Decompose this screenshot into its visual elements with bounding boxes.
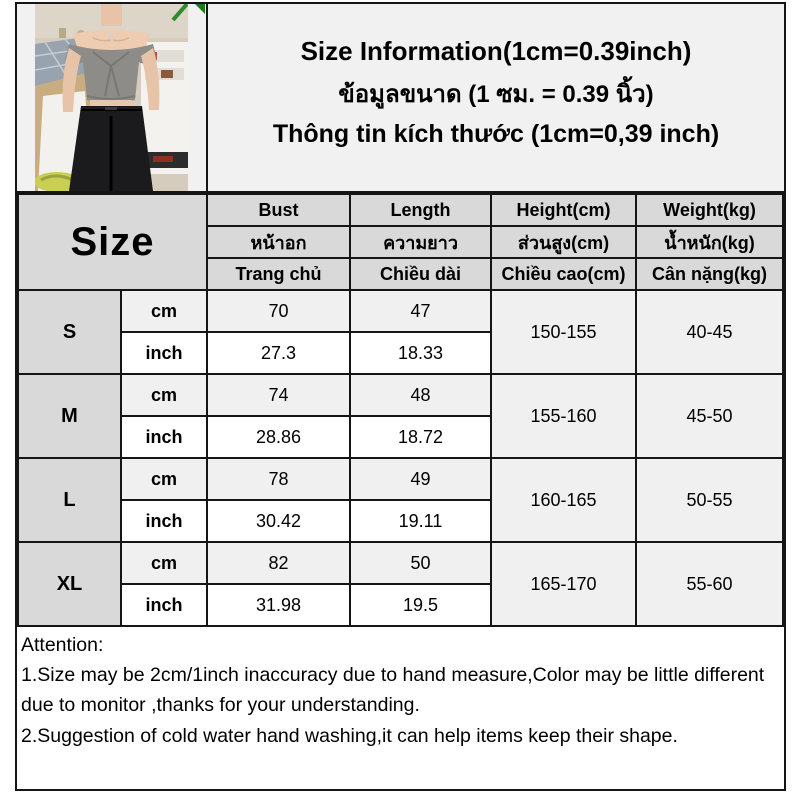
m-weight: 45-50 xyxy=(635,373,784,459)
col-bust-vi: Trang chủ xyxy=(206,257,352,291)
s-length-inch: 18.33 xyxy=(349,331,493,375)
xl-bust-cm: 82 xyxy=(206,541,352,585)
col-length-en: Length xyxy=(349,193,493,227)
l-height: 160-165 xyxy=(490,457,638,543)
size-chart-frame: Size Information(1cm=0.39inch) ข้อมูลขนา… xyxy=(15,2,786,791)
xl-length-inch: 19.5 xyxy=(349,583,493,627)
s-bust-cm: 70 xyxy=(206,289,352,333)
l-length-inch: 19.11 xyxy=(349,499,493,543)
attention-heading: Attention: xyxy=(21,634,104,656)
header-row-vietnamese: Trang chủ Chiều dài Chiều cao(cm) Cân nặ… xyxy=(18,257,784,291)
col-length-vi: Chiều dài xyxy=(349,257,493,291)
size-table: Size Bust Length Height(cm) Weight(kg) ห… xyxy=(17,193,784,627)
col-weight-th: น้ำหนัก(kg) xyxy=(635,225,784,259)
unit-cm: cm xyxy=(119,289,209,333)
m-height: 155-160 xyxy=(490,373,638,459)
table-row-xl-inch: inch 31.98 19.5 xyxy=(18,583,783,627)
unit-cm: cm xyxy=(119,541,209,585)
header-row-thai: หน้าอก ความยาว ส่วนสูง(cm) น้ำหนัก(kg) xyxy=(18,225,784,259)
m-length-inch: 18.72 xyxy=(349,415,493,459)
l-length-cm: 49 xyxy=(349,457,493,501)
size-label-s: S xyxy=(17,289,122,375)
l-bust-cm: 78 xyxy=(206,457,352,501)
s-weight: 40-45 xyxy=(635,289,784,375)
unit-inch: inch xyxy=(119,331,209,375)
col-bust-en: Bust xyxy=(206,193,352,227)
unit-inch: inch xyxy=(119,499,209,543)
col-height-en: Height(cm) xyxy=(490,193,638,227)
col-weight-vi: Cân nặng(kg) xyxy=(635,257,784,291)
product-photo xyxy=(17,4,206,191)
header-row-english: Size Bust Length Height(cm) Weight(kg) xyxy=(17,193,784,291)
size-label-xl: XL xyxy=(17,541,122,627)
size-label-l: L xyxy=(17,457,122,543)
col-weight-en: Weight(kg) xyxy=(635,193,784,227)
title-panel: Size Information(1cm=0.39inch) ข้อมูลขนา… xyxy=(206,4,784,191)
col-length-th: ความยาว xyxy=(349,225,493,259)
unit-cm: cm xyxy=(119,457,209,501)
col-bust-th: หน้าอก xyxy=(206,225,352,259)
xl-weight: 55-60 xyxy=(635,541,784,627)
green-corner-mark xyxy=(195,4,205,14)
top-row: Size Information(1cm=0.39inch) ข้อมูลขนา… xyxy=(17,4,784,193)
l-weight: 50-55 xyxy=(635,457,784,543)
table-row-l-cm: L cm 78 49 160-165 50-55 xyxy=(17,457,784,543)
size-label-m: M xyxy=(17,373,122,459)
table-row-s-cm: S cm 70 47 150-155 40-45 xyxy=(17,289,784,375)
xl-length-cm: 50 xyxy=(349,541,493,585)
s-length-cm: 47 xyxy=(349,289,493,333)
product-photo-illustration xyxy=(35,4,188,191)
m-bust-inch: 28.86 xyxy=(206,415,352,459)
xl-height: 165-170 xyxy=(490,541,638,627)
s-height: 150-155 xyxy=(490,289,638,375)
title-thai: ข้อมูลขนาด (1 ซม. = 0.39 นิ้ว) xyxy=(338,81,654,108)
unit-inch: inch xyxy=(119,415,209,459)
attention-line-1: 1.Size may be 2cm/1inch inaccuracy due t… xyxy=(21,664,765,717)
m-bust-cm: 74 xyxy=(206,373,352,417)
unit-cm: cm xyxy=(119,373,209,417)
table-row-xl-cm: XL cm 82 50 165-170 55-60 xyxy=(17,541,784,627)
attention-section: Attention: 1.Size may be 2cm/1inch inacc… xyxy=(17,627,784,789)
title-english: Size Information(1cm=0.39inch) xyxy=(300,36,692,66)
size-header-cell: Size xyxy=(17,193,209,291)
title-vietnamese: Thông tin kích thước (1cm=0,39 inch) xyxy=(272,120,720,148)
attention-line-2: 2.Suggestion of cold water hand washing,… xyxy=(21,724,678,747)
table-row-m-inch: inch 28.86 18.72 xyxy=(18,415,783,459)
s-bust-inch: 27.3 xyxy=(206,331,352,375)
l-bust-inch: 30.42 xyxy=(206,499,352,543)
table-row-s-inch: inch 27.3 18.33 xyxy=(18,331,783,375)
unit-inch: inch xyxy=(119,583,209,627)
table-row-m-cm: M cm 74 48 155-160 45-50 xyxy=(17,373,784,459)
col-height-th: ส่วนสูง(cm) xyxy=(490,225,638,259)
xl-bust-inch: 31.98 xyxy=(206,583,352,627)
table-row-l-inch: inch 30.42 19.11 xyxy=(18,499,783,543)
m-length-cm: 48 xyxy=(349,373,493,417)
col-height-vi: Chiều cao(cm) xyxy=(490,257,638,291)
